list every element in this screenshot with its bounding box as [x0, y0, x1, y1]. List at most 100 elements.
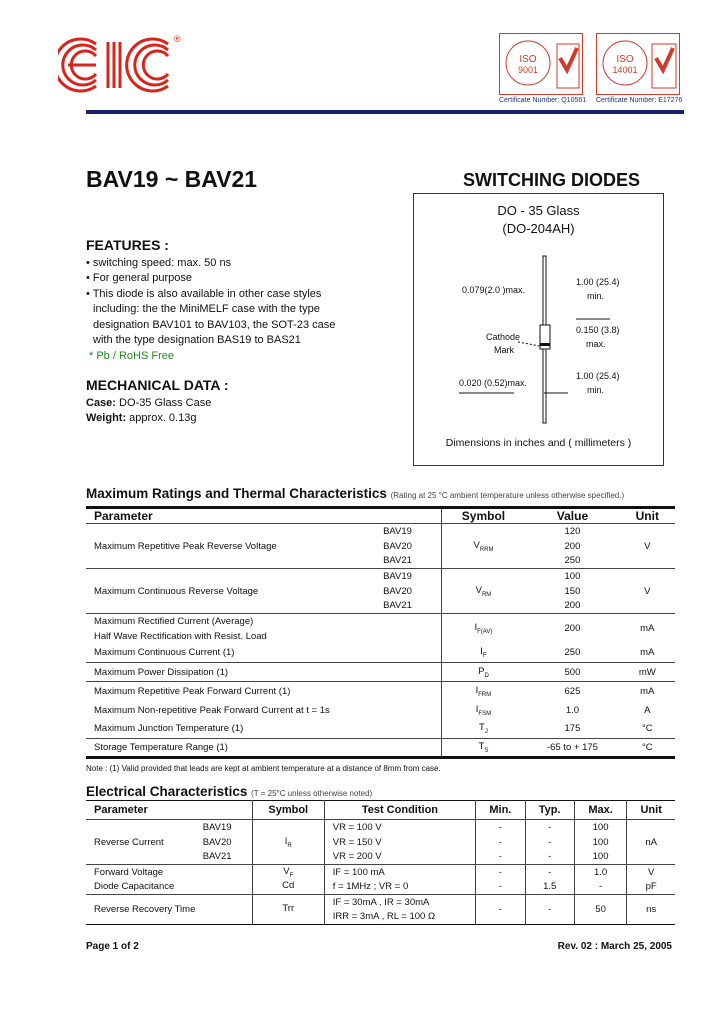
column-header: Symbol [440, 507, 526, 524]
cell: A [644, 704, 651, 716]
cell: - [475, 849, 526, 865]
cell: VR = 150 V [323, 834, 476, 850]
dim-lead-length-bottom: 1.00 (25.4) [576, 371, 620, 381]
dim-max: max. [586, 339, 606, 349]
table-row: BAV21 200 [86, 599, 675, 614]
parameter-cell: Maximum Rectified Current (Average) [94, 615, 254, 627]
cell: - [524, 834, 575, 850]
table-row: Storage Temperature Range (1) TS -65 to + … [86, 738, 675, 758]
value-cell: 200 [564, 623, 581, 635]
parameter-cell: Maximum Continuous Current (1) [94, 647, 235, 659]
cell: - [524, 849, 575, 865]
cell: 100 [573, 834, 627, 850]
ratings-note: Note : (1) Valid provided that leads are… [86, 764, 441, 773]
dim-lead-length-top: 1.00 (25.4) [576, 277, 620, 287]
unit-cell: V [644, 540, 651, 552]
symbol-cell: Trr [251, 894, 325, 925]
feature-item: • For general purpose [86, 272, 192, 284]
symbol-cell: IF(AV) [440, 613, 526, 644]
table-row: Maximum Power Dissipation (1) PD 500 mW [86, 662, 675, 682]
cell: 200 [564, 600, 581, 612]
table-row: Forward Voltage VF IF = 100 mA - -1.0 V [86, 864, 675, 880]
parameter-cell: Forward Voltage [94, 866, 164, 878]
diode-drawing [459, 255, 610, 424]
page-number: Page 1 of 2 [86, 941, 139, 952]
column-header: Parameter [94, 509, 153, 523]
cell: mW [638, 666, 656, 678]
page-title: BAV19 ~ BAV21 [86, 166, 258, 192]
unit-cell: mA [640, 623, 655, 635]
cell: 1.0 [565, 704, 580, 716]
features-section: FEATURES : • switching speed: max. 50 ns… [86, 237, 335, 427]
table-row: Reverse Recovery Time Trr IF = 30mA , IR =… [86, 894, 675, 925]
svg-text:14001: 14001 [612, 65, 637, 75]
column-header: Max. [573, 800, 627, 820]
symbol-cell: PD [440, 662, 526, 682]
parameter-cell: Maximum Continuous Reverse Voltage [94, 585, 259, 597]
cell: BAV19 [202, 821, 232, 833]
symbol-cell: VF [251, 864, 325, 880]
parameter-cell: Maximum Repetitive Peak Forward Current … [94, 685, 291, 697]
cell: 250 [564, 555, 581, 567]
dim-wire: 0.020 (0.52)max. [459, 378, 528, 388]
parameter-cell: Reverse Recovery Time [94, 904, 196, 915]
table-row: BAV21 VR = 200 V - -100 [86, 849, 675, 865]
package-name: DO - 35 Glass [497, 203, 580, 218]
column-header: Value [556, 509, 589, 523]
svg-text:ISO: ISO [616, 54, 633, 65]
symbol-cell: IFSM [440, 700, 526, 720]
feature-item: including: the the MiniMELF case with th… [93, 303, 320, 315]
min-cell: - [475, 894, 526, 925]
cell: f = 1MHz ; VR = 0 [323, 879, 476, 895]
cell: BAV20 [383, 585, 412, 597]
cell: mA [640, 647, 655, 659]
cell: - [475, 819, 526, 835]
symbol-cell: IF [440, 643, 526, 663]
cert-number-9001: Certificate Number: Q10561 [499, 97, 587, 104]
table-row: Maximum Rectified Current (Average) IF(AV… [86, 613, 675, 644]
svg-text:®: ® [174, 34, 181, 44]
parameter-cell: Maximum Non-repetitive Peak Forward Curr… [94, 704, 330, 716]
ratings-table: Parameter Symbol Value Unit Maximum Repetiti… [86, 506, 675, 759]
symbol-cell: Cd [251, 879, 325, 895]
svg-text:ISO: ISO [519, 54, 536, 65]
package-outline: DO - 35 Glass (DO-204AH) 0.079(2.0 )max.… [413, 193, 664, 466]
mechanical-heading: MECHANICAL DATA : [86, 377, 229, 393]
table-row: BAV21 250 [86, 554, 675, 569]
cathode-label: Cathode [486, 332, 521, 342]
column-header: Min. [475, 800, 526, 820]
table-row: Reverse Current BAV19 IR VR = 100 V - -100 nA [86, 819, 675, 865]
typ-cell: - [524, 894, 575, 925]
cell: 1.5 [524, 879, 575, 895]
package-caption: Dimensions in inches and ( millimeters ) [445, 437, 632, 449]
table-row: BAV20 VR = 150 V - -100 [86, 834, 675, 850]
table-row: Maximum Continuous Current (1) IF 250 mA [86, 643, 675, 663]
cell: BAV20 [202, 836, 232, 848]
column-header: Parameter [94, 804, 148, 816]
column-header: Unit [635, 509, 659, 523]
cell: pF [626, 879, 675, 895]
cell: BAV19 [383, 570, 412, 582]
table-row: Maximum Continuous Reverse Voltage BAV19 V… [86, 568, 675, 614]
parameter-cell: Diode Capacitance [94, 881, 175, 893]
cell: 250 [564, 647, 581, 659]
cell: V [626, 864, 675, 880]
cell: VR = 100 V [323, 819, 476, 835]
symbol-cell: TJ [440, 719, 526, 739]
page-subtitle: SWITCHING DIODES [463, 170, 641, 190]
cell: 1.0 [573, 864, 627, 880]
cell: - [524, 819, 575, 835]
cell: BAV20 [383, 540, 412, 552]
unit-cell: V [644, 585, 651, 597]
column-header: Test Condition [323, 800, 476, 820]
symbol-cell: IR [251, 819, 325, 865]
cell: 200 [564, 540, 581, 552]
ratings-heading: Maximum Ratings and Thermal Characterist… [86, 486, 625, 501]
dim-min: min. [587, 385, 605, 395]
cell: BAV21 [202, 851, 232, 863]
cell: 625 [564, 685, 581, 697]
dim-body-length: 0.150 (3.8) [576, 325, 620, 335]
revision-date: Rev. 02 : March 25, 2005 [557, 941, 672, 952]
iso-9001-badge: ISO 9001 [499, 33, 583, 95]
electrical-table: Parameter Symbol Test Condition Min. Typ. Max… [86, 800, 675, 925]
